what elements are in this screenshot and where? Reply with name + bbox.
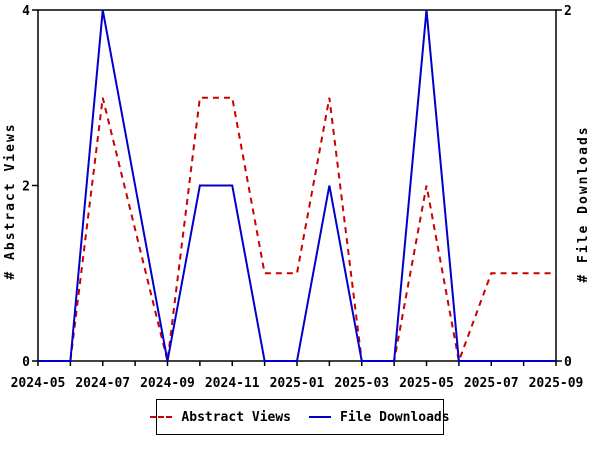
x-axis-tick-label: 2025-09 — [529, 376, 584, 391]
y-left-tick-label: 2 — [22, 180, 30, 195]
legend-label-abstract-views: Abstract Views — [181, 409, 291, 425]
y-right-axis-title: # File Downloads — [576, 125, 591, 282]
legend-label-file-downloads: File Downloads — [340, 409, 450, 425]
x-axis-tick-label: 2024-05 — [11, 376, 66, 391]
x-axis-tick-label: 2025-05 — [399, 376, 454, 391]
x-axis-tick-label: 2024-07 — [75, 376, 130, 391]
legend-item-file-downloads: File Downloads — [309, 411, 450, 424]
y-left-axis-title: # Abstract Views — [3, 122, 18, 279]
x-axis-tick-label: 2024-11 — [205, 376, 260, 391]
x-axis-tick-label: 2025-07 — [464, 376, 519, 391]
file-downloads-line-sample — [309, 416, 331, 418]
legend-item-abstract-views: Abstract Views — [150, 411, 291, 424]
y-right-tick-label: 2 — [564, 4, 572, 19]
x-axis-tick-label: 2025-03 — [334, 376, 389, 391]
abstract-views-line-sample — [150, 416, 173, 418]
y-left-tick-label: 4 — [22, 4, 30, 19]
x-axis-tick-label: 2025-01 — [270, 376, 325, 391]
chart-legend: Abstract Views File Downloads — [150, 399, 450, 435]
abstract-views-line — [38, 96, 556, 365]
x-axis-tick-label: 2024-09 — [140, 376, 195, 391]
y-right-tick-label: 0 — [564, 355, 572, 370]
file-downloads-line — [38, 9, 556, 362]
plot-border — [37, 9, 557, 362]
y-left-tick-label: 0 — [22, 355, 30, 370]
